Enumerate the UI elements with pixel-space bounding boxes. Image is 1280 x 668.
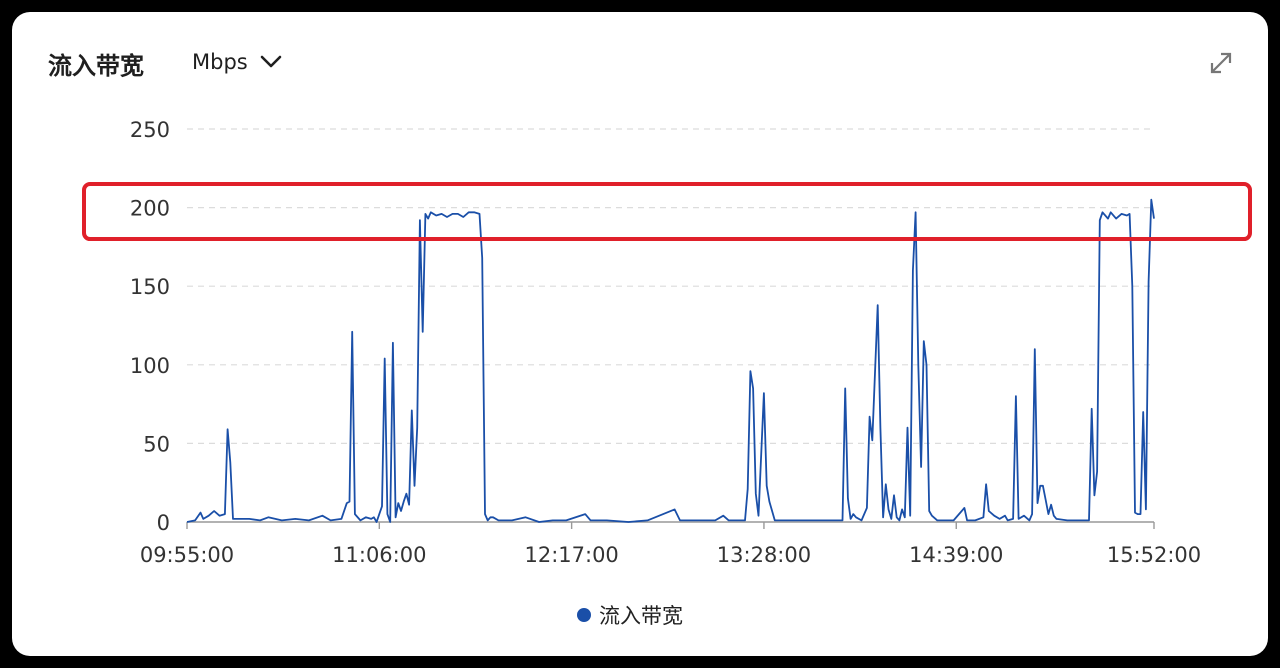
legend[interactable]: 流入带宽 <box>577 600 683 630</box>
x-tick-label: 14:39:00 <box>909 543 1003 567</box>
x-tick-label: 11:06:00 <box>332 543 426 567</box>
y-tick-label: 150 <box>130 275 170 299</box>
legend-marker <box>577 608 591 622</box>
y-tick-label: 200 <box>130 197 170 221</box>
legend-label: 流入带宽 <box>599 604 683 628</box>
x-tick-label: 09:55:00 <box>140 543 234 567</box>
highlight-box <box>82 182 1252 242</box>
series-line <box>186 198 1155 523</box>
chevron-down-icon <box>260 55 282 68</box>
x-tick-label: 12:17:00 <box>524 543 618 567</box>
y-tick-label: 0 <box>157 511 170 535</box>
y-tick-label: 250 <box>130 118 170 142</box>
unit-dropdown[interactable]: Mbps <box>192 50 282 74</box>
x-tick-label: 13:28:00 <box>717 543 811 567</box>
x-tick-label: 15:52:00 <box>1107 543 1201 567</box>
expand-arrows-icon[interactable] <box>1208 50 1234 76</box>
y-tick-label: 50 <box>143 432 170 456</box>
y-tick-label: 100 <box>130 354 170 378</box>
chart-card: 流入带宽 Mbps 流入带宽 <box>12 12 1268 656</box>
chart-title: 流入带宽 <box>48 52 144 80</box>
unit-label: Mbps <box>192 50 248 74</box>
